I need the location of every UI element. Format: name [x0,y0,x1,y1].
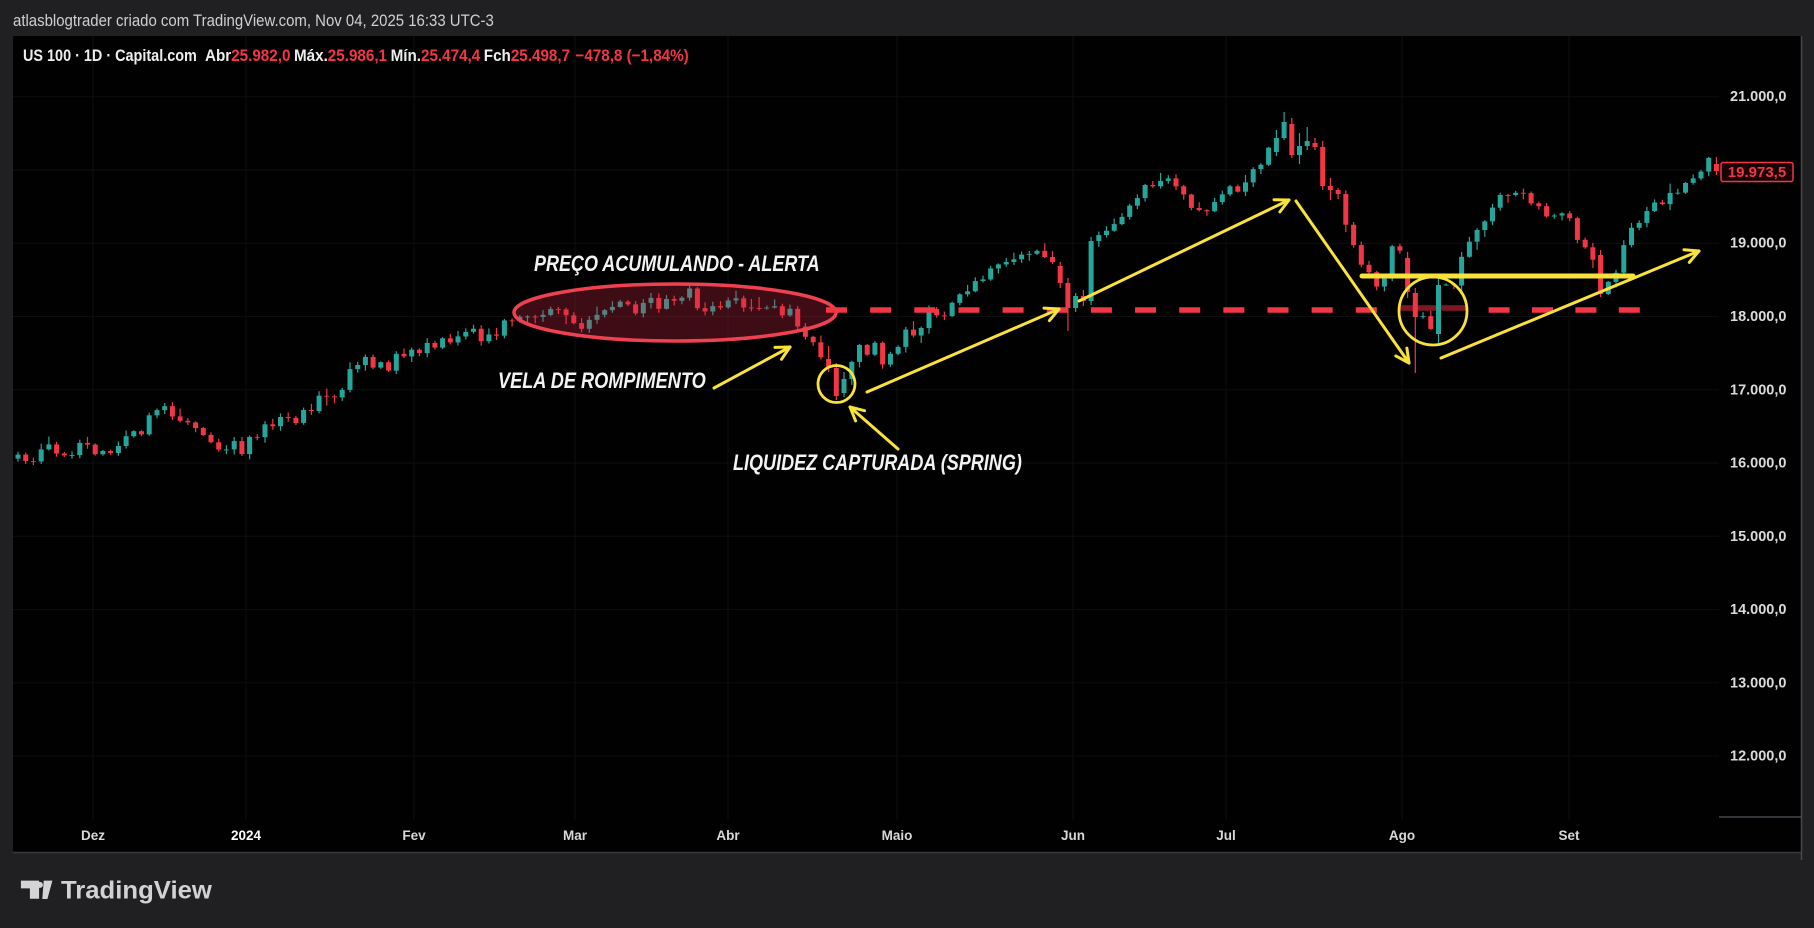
svg-text:VELA DE ROMPIMENTO: VELA DE ROMPIMENTO [498,369,706,393]
svg-text:Fev: Fev [402,828,426,843]
svg-text:Set: Set [1558,828,1580,843]
svg-text:12.000,0: 12.000,0 [1730,749,1786,765]
svg-text:2024: 2024 [231,828,262,843]
svg-text:18.000,0: 18.000,0 [1730,309,1786,325]
svg-text:19.000,0: 19.000,0 [1730,236,1786,252]
svg-text:17.000,0: 17.000,0 [1730,382,1786,398]
svg-text:21.000,0: 21.000,0 [1730,89,1786,105]
svg-text:Mar: Mar [563,828,588,843]
svg-text:16.000,0: 16.000,0 [1730,456,1786,472]
svg-text:Abr: Abr [716,828,740,843]
svg-text:19.973,5: 19.973,5 [1728,164,1786,181]
svg-text:Maio: Maio [882,828,913,843]
svg-text:14.000,0: 14.000,0 [1730,602,1786,618]
svg-text:TradingView: TradingView [61,877,212,905]
svg-text:Jul: Jul [1216,828,1236,843]
svg-text:Jun: Jun [1061,828,1085,843]
svg-text:Dez: Dez [81,828,105,843]
svg-text:PREÇO ACUMULANDO - ALERTA: PREÇO ACUMULANDO - ALERTA [534,252,820,276]
svg-text:LIQUIDEZ CAPTURADA (SPRING): LIQUIDEZ CAPTURADA (SPRING) [733,451,1022,475]
svg-text:atlasblogtrader criado com Tra: atlasblogtrader criado com TradingView.c… [13,12,494,30]
svg-text:13.000,0: 13.000,0 [1730,675,1786,691]
svg-text:US 100 · 1D · Capital.com: US 100 · 1D · Capital.com [23,47,197,65]
svg-text:15.000,0: 15.000,0 [1730,529,1786,545]
svg-text:Ago: Ago [1389,828,1415,843]
